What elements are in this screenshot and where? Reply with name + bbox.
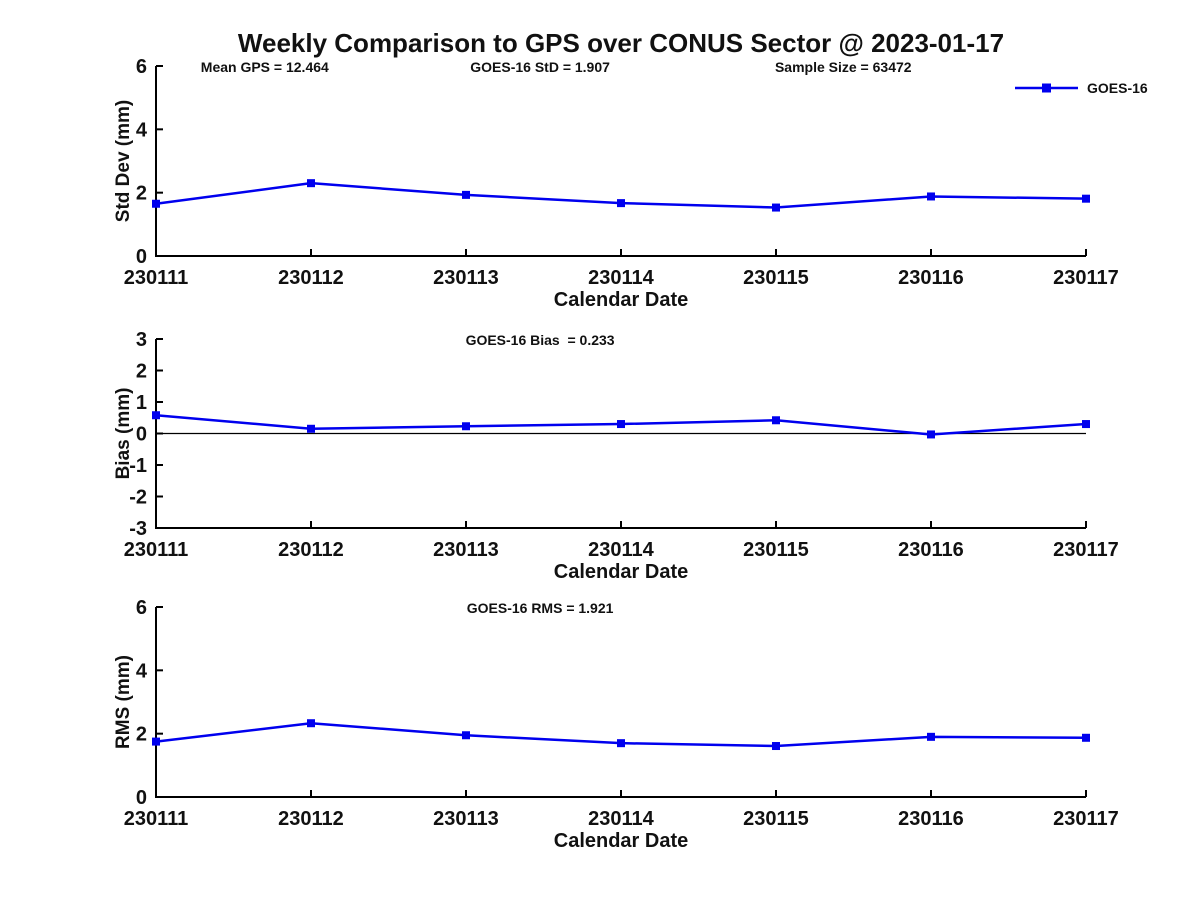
y-axis-label: Std Dev (mm) [113,100,134,222]
subplot-std-dev-mm: 0 2 4 6 230111 230112 230113 230114 230115 230116… [113,56,1148,311]
data-point-marker [462,422,470,431]
x-tick-label: 230111 [124,539,189,561]
data-point-marker [1082,194,1090,203]
figure-title: Weekly Comparison to GPS over CONUS Sect… [238,28,1004,58]
data-point-marker [152,411,160,420]
y-tick-label: 2 [136,361,147,383]
data-point-marker [617,420,625,429]
axis-frame [155,607,1086,798]
x-tick-label: 230117 [1053,267,1119,289]
y-axis-label: RMS (mm) [113,655,134,749]
x-tick-label: 230113 [433,539,499,561]
data-point-marker [152,737,160,746]
data-point-marker [927,192,935,201]
x-axis-label: Calendar Date [554,289,689,311]
x-tick-label: 230111 [124,808,189,830]
y-tick-label: 4 [136,119,148,141]
x-tick-label: 230115 [743,808,809,830]
data-point-marker [307,179,315,188]
axis-frame [155,66,1086,257]
y-tick-label: 2 [136,724,147,746]
annotation-text: Sample Size = 63472 [775,59,912,75]
data-point-marker [772,203,780,212]
y-tick-label: 6 [136,56,147,78]
data-point-marker [152,199,160,208]
data-point-marker [617,739,625,748]
annotation-text: GOES-16 StD = 1.907 [470,59,610,75]
data-point-marker [462,190,470,199]
x-tick-label: 230114 [588,808,655,830]
subplots-group: 0 2 4 6 230111 230112 230113 230114 230115 230116… [113,56,1148,852]
y-tick-label: -1 [129,455,147,477]
y-tick-label: -3 [129,518,147,540]
legend-marker [1042,83,1051,93]
x-axis-label: Calendar Date [554,561,689,583]
x-tick-label: 230116 [898,539,964,561]
data-point-marker [307,424,315,433]
subplot-bias-mm: -3 -2 -1 0 1 2 3 230111 230112 230113 230114 230115… [113,329,1119,583]
x-tick-label: 230114 [588,267,655,289]
y-tick-label: 3 [136,329,147,351]
x-tick-label: 230111 [124,267,189,289]
x-tick-label: 230115 [743,267,809,289]
x-tick-label: 230113 [433,808,499,830]
data-point-marker [1082,420,1090,429]
y-tick-label: 0 [136,787,147,809]
x-tick-label: 230113 [433,267,499,289]
x-tick-label: 230115 [743,539,809,561]
annotation-text: GOES-16 Bias = 0.233 [466,332,615,348]
y-tick-label: 2 [136,183,147,205]
annotation-text: GOES-16 RMS = 1.921 [467,600,614,616]
y-tick-label: -2 [129,487,147,509]
legend: GOES-16 [1015,80,1148,96]
data-point-marker [617,199,625,208]
legend-label: GOES-16 [1087,80,1148,96]
y-tick-label: 6 [136,597,147,619]
data-point-marker [927,430,935,439]
x-tick-label: 230112 [278,267,344,289]
subplot-rms-mm: 0 2 4 6 230111 230112 230113 230114 230115 230116… [113,597,1119,852]
y-tick-label: 0 [136,246,147,268]
data-point-marker [307,719,315,728]
y-tick-label: 1 [136,392,147,414]
x-tick-label: 230116 [898,267,964,289]
x-tick-label: 230114 [588,539,655,561]
y-tick-label: 4 [136,660,148,682]
data-point-marker [772,742,780,751]
x-tick-label: 230116 [898,808,964,830]
data-point-marker [927,732,935,741]
data-point-marker [1082,733,1090,742]
y-axis-label: Bias (mm) [113,388,134,480]
x-tick-label: 230117 [1053,539,1119,561]
data-point-marker [772,416,780,425]
x-tick-label: 230112 [278,539,344,561]
data-point-marker [462,731,470,740]
x-tick-label: 230117 [1053,808,1119,830]
x-tick-label: 230112 [278,808,344,830]
y-tick-label: 0 [136,424,147,446]
x-axis-label: Calendar Date [554,830,689,852]
annotation-text: Mean GPS = 12.464 [201,59,329,75]
